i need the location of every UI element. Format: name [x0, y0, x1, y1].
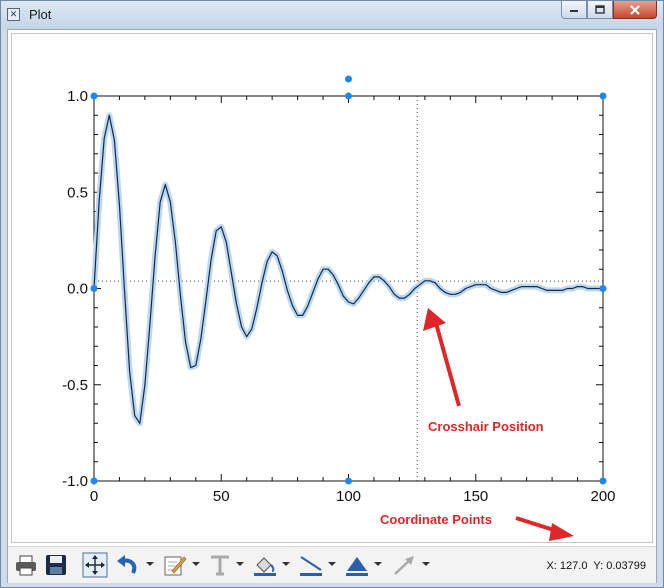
crosshair-arrow-head [423, 308, 446, 331]
selection-handle[interactable] [345, 92, 352, 100]
y-tick-label: 1.0 [67, 88, 88, 105]
series-curve[interactable] [93, 114, 603, 424]
close-button[interactable] [613, 1, 657, 19]
x-tick-label: 0 [90, 488, 98, 505]
selection-handle[interactable] [90, 477, 98, 485]
arrow-button[interactable] [392, 551, 418, 579]
coordinate-label: Coordinate Points [380, 512, 492, 527]
arrow-dropdown-icon[interactable] [422, 562, 430, 566]
fit-view-icon [82, 552, 108, 578]
window-title: Plot [29, 7, 52, 22]
line-color-dropdown-icon[interactable] [328, 562, 336, 566]
edit-button[interactable] [162, 551, 188, 579]
print-icon [16, 555, 36, 576]
x-tick-label: 150 [463, 488, 488, 505]
save-button[interactable] [44, 551, 68, 579]
plot-client-area: 0 50 100 150 200 -1.0 -0.5 0.0 0.5 1.0 Crosshair … [7, 29, 657, 583]
text-dropdown-icon[interactable] [236, 562, 244, 566]
save-icon [46, 555, 66, 575]
selection-handle[interactable] [599, 285, 607, 292]
y-tick-label: 0.0 [67, 281, 88, 298]
coordinate-annotation: Coordinate Points [380, 512, 574, 541]
marker-dropdown-icon[interactable] [374, 562, 382, 566]
marker-icon [346, 557, 368, 576]
minimize-icon [570, 9, 578, 12]
arrow-icon [394, 556, 414, 575]
selection-handle[interactable] [345, 477, 352, 485]
fill-color-icon [254, 557, 276, 576]
y-coord-value: 0.03799 [606, 560, 646, 572]
plot-canvas[interactable]: 0 50 100 150 200 -1.0 -0.5 0.0 0.5 1.0 Crosshair … [8, 30, 656, 542]
undo-button[interactable] [114, 551, 140, 579]
plot-app-icon[interactable]: ✕ [7, 8, 20, 21]
line-color-icon [300, 556, 322, 576]
window-controls [561, 1, 657, 21]
plot-toolbar: X: 127.0 Y: 0.03799 [8, 546, 656, 583]
y-tick-label: -0.5 [62, 377, 88, 394]
edit-dropdown-icon[interactable] [192, 562, 200, 566]
fill-color-dropdown-icon[interactable] [282, 562, 290, 566]
selection-handle[interactable] [599, 92, 607, 100]
maximize-button[interactable] [587, 1, 613, 19]
fit-view-button[interactable] [82, 551, 108, 579]
coordinate-readout: X: 127.0 Y: 0.03799 [546, 560, 646, 572]
text-icon [211, 555, 229, 576]
crosshair-annotation: Crosshair Position [423, 308, 544, 434]
y-tick-label: -1.0 [62, 473, 88, 490]
edit-pen-icon [164, 556, 187, 576]
crosshair-arrow [432, 315, 461, 407]
x-coord-value: 127.0 [559, 560, 588, 572]
minimize-button[interactable] [561, 1, 587, 19]
crosshair-label: Crosshair Position [428, 419, 544, 434]
line-color-button[interactable] [298, 551, 324, 579]
y-tick-label: 0.5 [67, 184, 88, 201]
undo-icon [117, 555, 137, 574]
marker-button[interactable] [344, 551, 370, 579]
x-coord-label: X: [546, 560, 557, 572]
x-tick-label: 200 [590, 488, 615, 505]
x-tick-label: 50 [213, 488, 230, 505]
undo-dropdown-icon[interactable] [146, 562, 154, 566]
print-button[interactable] [14, 551, 38, 579]
selection-handle[interactable] [599, 477, 607, 485]
maximize-icon [595, 5, 605, 14]
text-button[interactable] [208, 551, 232, 579]
selection-handle[interactable] [90, 285, 98, 292]
selection-handle[interactable] [90, 92, 98, 100]
plot-frame [11, 33, 653, 543]
title-bar[interactable]: ✕ Plot [1, 1, 663, 29]
y-coord-label: Y: [593, 560, 604, 572]
fill-color-button[interactable] [252, 551, 278, 579]
coordinate-arrow-head [549, 523, 574, 541]
close-icon [630, 4, 640, 15]
x-tick-label: 100 [336, 488, 361, 505]
series-curve-halo [91, 112, 606, 427]
rotation-handle[interactable] [345, 75, 352, 83]
